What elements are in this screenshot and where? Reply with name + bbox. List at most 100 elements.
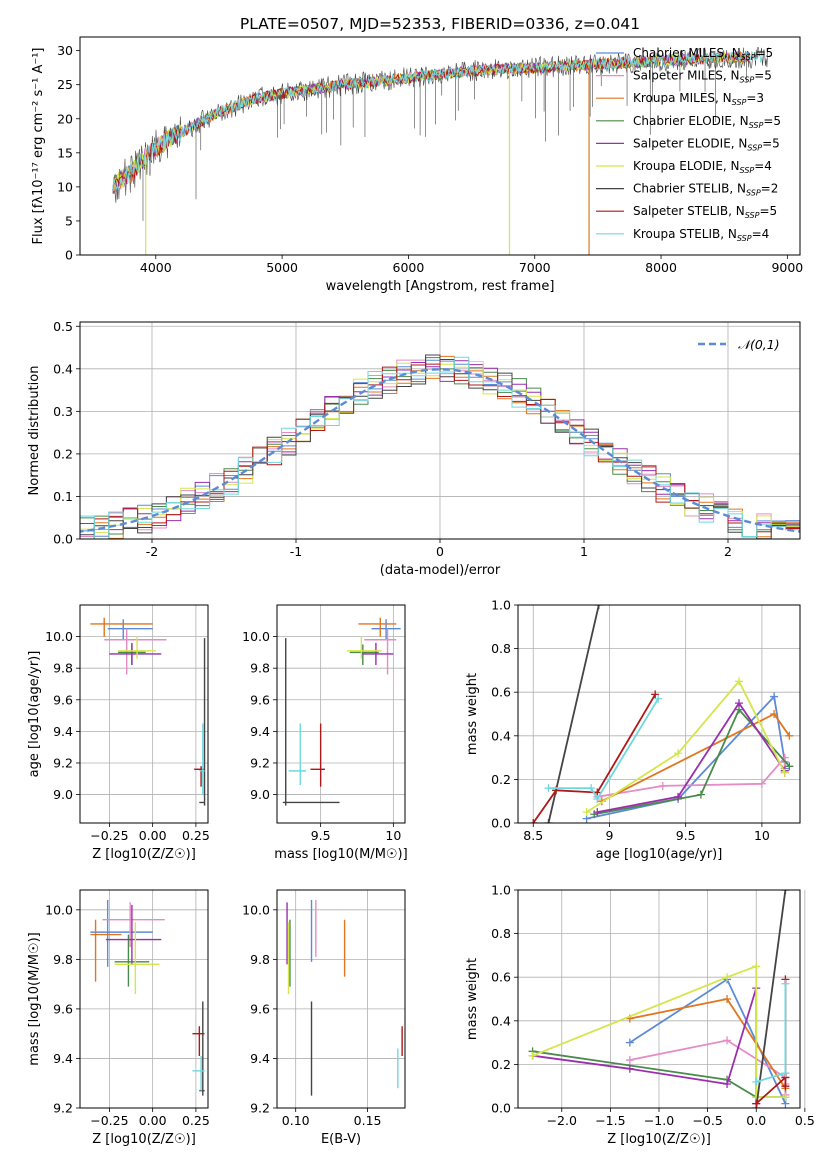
mass-vs-metallicity-panel: −0.25 0.00 0.25 9.2 9.4 9.6 9.8 10.0 Z [log10(Z/… [27, 889, 210, 1147]
x-tick-label: 0.0 [746, 1113, 766, 1128]
y-tick-label: 0.2 [491, 1057, 511, 1072]
y-tick-label: 0.8 [491, 926, 511, 941]
x-tick-label: 0.15 [354, 1113, 382, 1128]
y-tick-label: 9.8 [53, 952, 73, 967]
plot-area [112, 46, 769, 255]
weight-marker [651, 690, 660, 699]
weight-vs-metallicity-panel: −2.0 −1.5 −1.0 −0.5 0.0 0.5 0.0 0.2 0.4 0.6 0.8 1.0… [465, 883, 815, 1148]
x-axis-label: wavelength [Angstrom, rest frame] [326, 279, 555, 294]
y-tick-label: 9.0 [53, 787, 73, 802]
weight-series-line [594, 707, 790, 816]
y-tick-label: 9.6 [250, 1001, 270, 1016]
y-axis-label: mass weight [465, 958, 480, 1040]
y-tick-label: 10 [57, 179, 73, 194]
y-tick-label: 1.0 [491, 598, 511, 613]
age-vs-metallicity-panel: −0.25 0.00 0.25 9.0 9.2 9.4 9.6 9.8 10.0 Z [log10… [27, 604, 210, 862]
plot-area [90, 899, 205, 1096]
weight-marker [752, 1099, 761, 1108]
x-tick-label: −1.5 [595, 1113, 625, 1128]
x-tick-label: 0 [436, 544, 444, 559]
x-tick-label: 9.5 [676, 828, 696, 843]
weight-vs-age-panel: 8.5 9 9.5 10 0.0 0.2 0.4 0.6 0.8 1.0 age [log10(ag… [465, 598, 801, 862]
x-axis-label: Z [log10(Z/Z☉)] [607, 1132, 711, 1147]
legend-label: Kroupa ELODIE, NSSP=4 [633, 159, 772, 175]
x-tick-label: 8000 [645, 260, 677, 275]
y-axis-label: Normed distribution [27, 366, 42, 496]
weight-marker [781, 890, 790, 894]
spectrum-series-line [112, 51, 763, 191]
spectrum-legend: Chabrier MILES, NSSP=5 Salpeter MILES, NS… [596, 46, 781, 243]
weight-marker [625, 1038, 634, 1047]
weight-marker [785, 731, 794, 740]
y-tick-label: 0 [65, 248, 73, 263]
residual-histogram [80, 356, 800, 539]
weight-marker [780, 768, 789, 777]
x-tick-label: 10 [385, 828, 401, 843]
legend-label: Salpeter ELODIE, NSSP=5 [633, 136, 780, 152]
weight-marker [723, 1080, 732, 1089]
legend-label: Kroupa MILES, NSSP=3 [633, 91, 764, 107]
weight-marker [770, 692, 779, 701]
legend-label: Salpeter STELIB, NSSP=5 [633, 204, 777, 220]
weight-marker [593, 808, 602, 817]
weight-marker [625, 1064, 634, 1073]
x-tick-label: 6000 [393, 260, 425, 275]
x-tick-label: 9 [605, 828, 613, 843]
weight-marker [529, 819, 538, 823]
x-tick-label: 1 [580, 544, 588, 559]
x-axis-label: Z [log10(Z/Z☉)] [92, 1132, 196, 1147]
x-tick-label: 9000 [771, 260, 803, 275]
y-tick-label: 9.2 [250, 755, 270, 770]
weight-marker [594, 605, 603, 609]
weight-marker [723, 1036, 732, 1045]
y-tick-label: 9.4 [53, 724, 73, 739]
plot-area [80, 354, 800, 539]
axes-frame [79, 889, 209, 1109]
x-tick-label: −0.5 [692, 1113, 722, 1128]
weight-marker [544, 784, 553, 793]
legend-label: Chabrier ELODIE, NSSP=5 [633, 114, 781, 130]
weight-marker [735, 699, 744, 708]
axes-frame [79, 604, 209, 824]
y-tick-label: 0.0 [491, 1101, 511, 1116]
x-tick-label: 10 [754, 828, 770, 843]
x-tick-label: 0.00 [139, 1113, 167, 1128]
y-tick-label: 0.2 [491, 772, 511, 787]
x-tick-label: 9.5 [311, 828, 331, 843]
y-tick-label: 9.8 [250, 661, 270, 676]
x-tick-label: 0.5 [795, 1113, 815, 1128]
y-tick-label: 0.8 [491, 641, 511, 656]
x-tick-label: −2.0 [547, 1113, 577, 1128]
legend-label: 𝒩(0,1) [738, 337, 780, 352]
y-tick-label: 0.0 [491, 816, 511, 831]
residuals-panel: -2 -1 0 1 2 0.0 0.1 0.2 0.3 0.4 0.5 (data-model)/er… [27, 319, 801, 578]
y-tick-label: 0.6 [491, 685, 511, 700]
axes-frame [276, 604, 406, 824]
weight-series-line [532, 693, 656, 823]
x-axis-label: mass [log10(M/M☉)] [274, 847, 407, 862]
y-tick-label: 9.2 [53, 755, 73, 770]
y-tick-label: 0.1 [53, 489, 73, 504]
weight-marker [544, 819, 553, 823]
y-tick-label: 10.0 [45, 902, 73, 917]
y-tick-label: 10.0 [242, 629, 270, 644]
axes-frame [276, 889, 406, 1109]
weight-marker [781, 1082, 790, 1091]
x-tick-label: -1 [290, 544, 302, 559]
y-tick-label: 10.0 [45, 629, 73, 644]
x-tick-label: −0.25 [90, 828, 128, 843]
y-tick-label: 9.6 [53, 692, 73, 707]
legend-label: Chabrier MILES, NSSP=5 [633, 46, 773, 62]
weight-marker [781, 1093, 790, 1102]
figure-title: PLATE=0507, MJD=52353, FIBERID=0336, z=0… [240, 15, 640, 33]
weight-series-line [547, 605, 600, 823]
axes-frame [79, 36, 801, 256]
x-axis-label: E(B-V) [321, 1132, 361, 1147]
x-tick-label: 2 [724, 544, 732, 559]
x-tick-label: 0.00 [139, 828, 167, 843]
y-tick-label: 9.2 [250, 1101, 270, 1116]
y-tick-label: 30 [57, 43, 73, 58]
weight-marker [625, 1056, 634, 1065]
y-tick-label: 0.2 [53, 446, 73, 461]
plot-area [286, 899, 403, 1096]
